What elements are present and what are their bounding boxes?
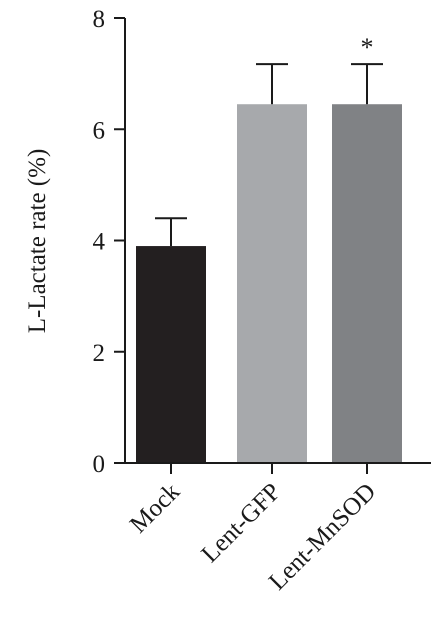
annotations-layer: * [361,33,374,62]
y-axis-title: L-Lactate rate (%) [24,149,51,334]
significance-marker: * [361,33,374,62]
bars-layer [136,104,402,463]
error-bars-layer [155,63,383,247]
y-tick-label: 8 [93,6,106,33]
bar [332,104,402,463]
y-tick-label: 4 [93,229,106,256]
x-tick-label: Mock [125,478,186,539]
x-tick-label: Lent-GFP [196,478,286,568]
bar [136,246,206,463]
y-ticks-layer: 0 2 4 6 8 [93,6,125,478]
y-tick-label: 0 [93,451,106,478]
y-tick-label: 6 [93,117,106,144]
bar [237,104,307,463]
y-tick-label: 2 [93,340,106,367]
